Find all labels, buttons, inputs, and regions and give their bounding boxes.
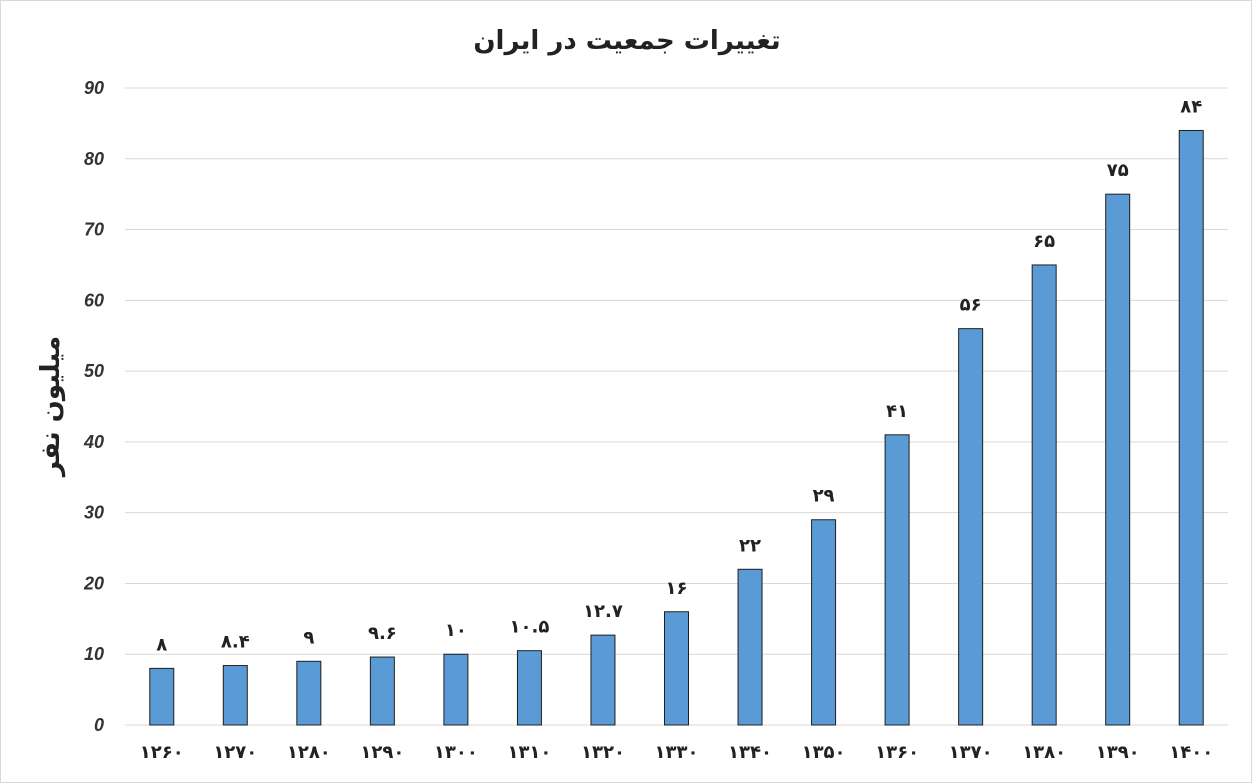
x-tick-label: ۱۲۹۰ <box>360 742 404 763</box>
x-tick-label: ۱۳۶۰ <box>875 742 919 763</box>
bar <box>1105 193 1131 726</box>
x-tick-label: ۱۲۶۰ <box>140 742 184 763</box>
data-label: ۸ <box>156 634 167 655</box>
data-label: ۱۰.۵ <box>510 617 550 638</box>
y-tick-label: 90 <box>84 78 104 98</box>
data-label: ۱۶ <box>666 578 688 599</box>
data-label: ۸۴ <box>1180 96 1202 117</box>
x-tick-label: ۱۳۴۰ <box>728 742 772 763</box>
x-tick-label: ۱۳۸۰ <box>1022 742 1066 763</box>
data-label: ۴۱ <box>886 401 908 422</box>
data-label: ۲۲ <box>739 535 761 556</box>
bar <box>369 656 395 726</box>
y-tick-label: 80 <box>84 149 104 169</box>
bar <box>516 650 542 726</box>
x-tick-label: ۱۳۰۰ <box>434 742 478 763</box>
y-tick-label: 40 <box>83 432 104 452</box>
bar <box>296 660 322 726</box>
y-tick-label: 70 <box>84 220 104 240</box>
x-tick-label: ۱۲۸۰ <box>287 742 331 763</box>
x-tick-label: ۱۲۷۰ <box>213 742 257 763</box>
y-tick-label: 0 <box>94 715 104 735</box>
chart-title: تغییرات جمعیت در ایران <box>473 26 780 56</box>
data-label: ۱۰ <box>445 620 467 641</box>
data-label: ۹ <box>303 627 314 648</box>
y-tick-label: 50 <box>84 361 104 381</box>
data-label: ۸.۴ <box>221 632 250 653</box>
data-label: ۷۵ <box>1107 160 1129 181</box>
y-tick-label: 20 <box>83 573 104 593</box>
y-axis-ticks: 0 10 20 30 40 50 60 70 80 90 <box>83 78 104 735</box>
bar <box>811 519 837 726</box>
x-tick-label: ۱۴۰۰ <box>1169 742 1213 763</box>
data-label: ۱۲.۷ <box>583 601 623 622</box>
x-axis-ticks: ۱۲۶۰ ۱۲۷۰ ۱۲۸۰ ۱۲۹۰ ۱۳۰۰ ۱۳۱۰ ۱۳۲۰ ۱۳۳۰ ۱۳۴۰ ۱۳۵۰… <box>140 742 1213 763</box>
bar <box>737 568 763 726</box>
bar <box>443 653 469 726</box>
x-tick-label: ۱۳۹۰ <box>1096 742 1140 763</box>
x-tick-label: ۱۳۱۰ <box>507 742 551 763</box>
x-tick-label: ۱۳۲۰ <box>581 742 625 763</box>
x-tick-label: ۱۳۷۰ <box>949 742 993 763</box>
y-axis-label: میلیون نفر <box>36 336 66 478</box>
bars <box>149 129 1204 726</box>
data-labels: ۸ ۸.۴ ۹ ۹.۶ ۱۰ ۱۰.۵ ۱۲.۷ ۱۶ ۲۲ ۲۹ ۴۱ ۵۶ ۶۵ ۷۵ ۸۴ <box>156 96 1202 655</box>
bar <box>222 665 248 726</box>
y-tick-label: 60 <box>84 290 104 310</box>
data-label: ۲۹ <box>813 486 835 507</box>
bar <box>884 434 910 726</box>
data-label: ۶۵ <box>1033 231 1055 252</box>
y-tick-label: 10 <box>84 644 104 664</box>
bar <box>664 611 689 726</box>
x-tick-label: ۱۳۳۰ <box>655 742 699 763</box>
bar <box>149 667 175 726</box>
y-tick-label: 30 <box>84 503 104 523</box>
bar <box>1178 129 1204 726</box>
x-tick-label: ۱۳۵۰ <box>802 742 846 763</box>
bar <box>1031 264 1057 726</box>
data-label: ۹.۶ <box>368 623 397 644</box>
gridlines <box>125 87 1228 726</box>
bar <box>590 634 616 726</box>
data-label: ۵۶ <box>960 295 982 316</box>
bar <box>958 328 984 726</box>
